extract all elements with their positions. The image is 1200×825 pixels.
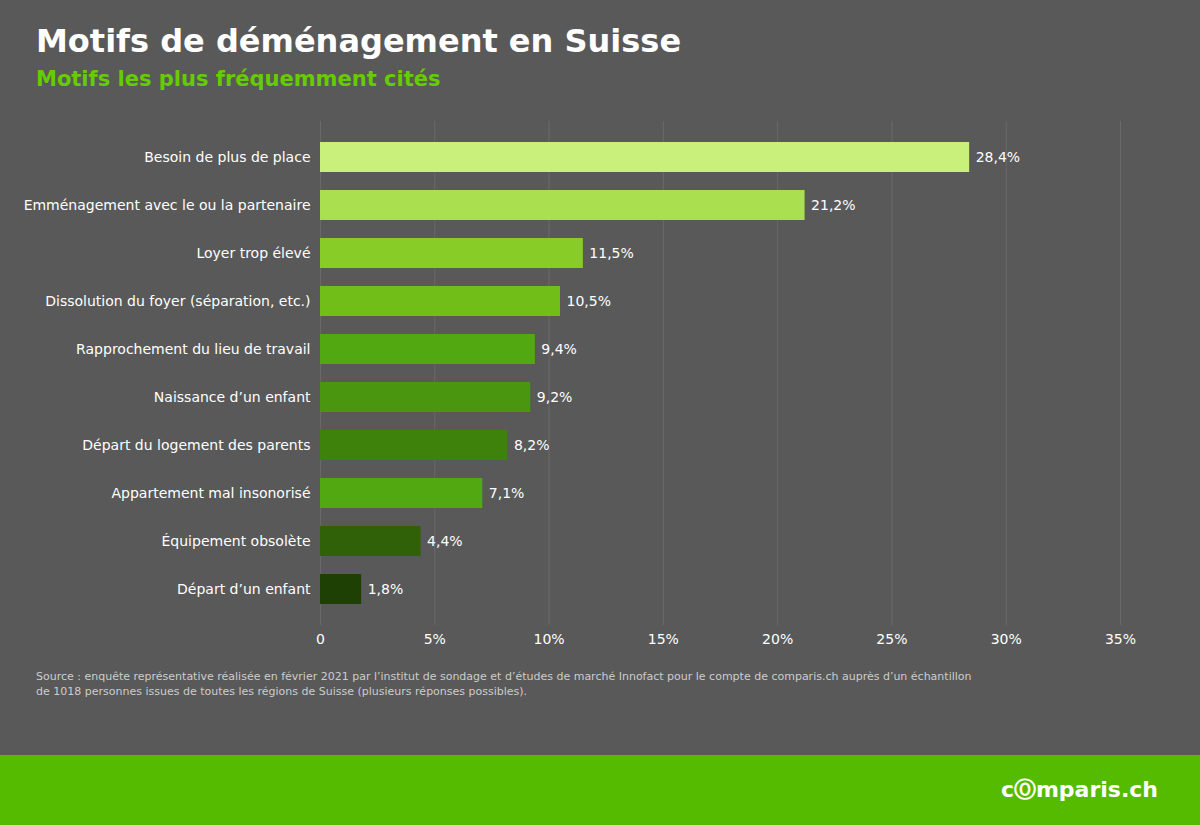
svg-text:1,8%: 1,8%	[368, 581, 404, 597]
svg-text:Équipement obsolète: Équipement obsolète	[162, 533, 311, 549]
svg-text:30%: 30%	[991, 631, 1022, 647]
svg-text:Appartement mal insonorisé: Appartement mal insonorisé	[111, 485, 310, 501]
svg-text:Naissance d’un enfant: Naissance d’un enfant	[154, 389, 311, 405]
svg-text:Loyer trop élevé: Loyer trop élevé	[196, 245, 310, 261]
svg-text:Rapprochement du lieu de trava: Rapprochement du lieu de travail	[76, 341, 310, 357]
svg-text:10%: 10%	[534, 631, 565, 647]
svg-text:Départ du logement des parents: Départ du logement des parents	[82, 437, 310, 453]
svg-text:25%: 25%	[876, 631, 907, 647]
svg-text:Départ d’un enfant: Départ d’un enfant	[177, 581, 311, 597]
svg-text:20%: 20%	[762, 631, 793, 647]
svg-text:5%: 5%	[424, 631, 446, 647]
svg-text:9,2%: 9,2%	[537, 389, 573, 405]
svg-text:8,2%: 8,2%	[514, 437, 550, 453]
svg-text:9,4%: 9,4%	[541, 341, 577, 357]
svg-text:21,2%: 21,2%	[811, 197, 855, 213]
svg-text:35%: 35%	[1105, 631, 1136, 647]
svg-text:11,5%: 11,5%	[589, 245, 633, 261]
svg-text:Emménagement avec le ou la par: Emménagement avec le ou la partenaire	[24, 197, 311, 213]
svg-text:15%: 15%	[648, 631, 679, 647]
svg-text:Besoin de plus de place: Besoin de plus de place	[144, 149, 310, 165]
svg-text:7,1%: 7,1%	[489, 485, 525, 501]
html-text:cⓄmparis.ch: cⓄmparis.ch	[1000, 777, 1158, 802]
svg-text:Dissolution du foyer (séparati: Dissolution du foyer (séparation, etc.)	[45, 293, 310, 309]
html-text:Motifs les plus fréquemment ci: Motifs les plus fréquemment cités	[36, 67, 441, 92]
svg-text:28,4%: 28,4%	[976, 149, 1020, 165]
svg-text:4,4%: 4,4%	[427, 533, 463, 549]
html-text:Source : enquête représentativ: Source : enquête représentative réalisée…	[36, 669, 972, 698]
svg-text:10,5%: 10,5%	[567, 293, 611, 309]
html-text:Motifs de déménagement en Suis: Motifs de déménagement en Suisse	[36, 22, 682, 60]
svg-text:0: 0	[316, 631, 325, 647]
